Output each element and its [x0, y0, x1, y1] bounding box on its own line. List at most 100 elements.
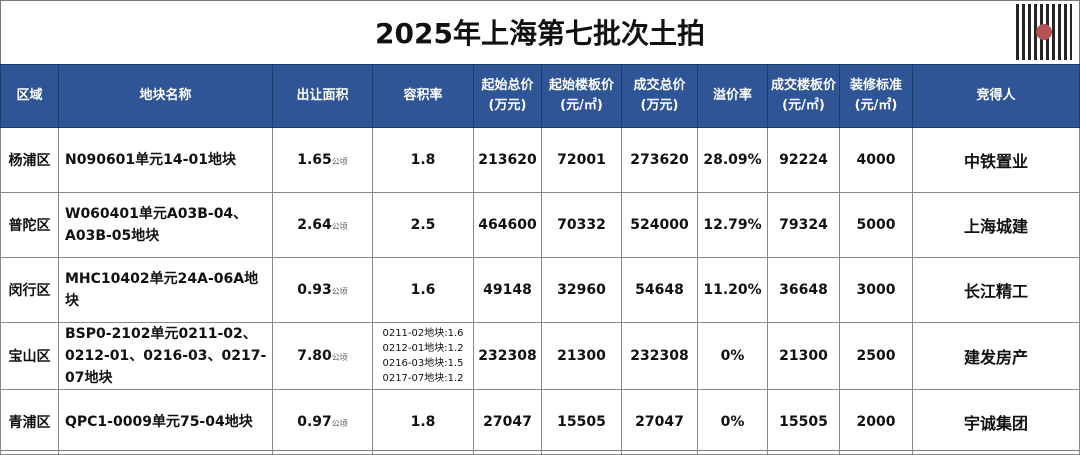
cell-plot-name: MHC10402单元24A-06A地块	[58, 257, 273, 323]
header-deal-floor-price: 成交楼板价 (元/㎡)	[767, 64, 840, 128]
header-premium-rate: 溢价率	[697, 64, 768, 128]
cell-district: 宝山区	[0, 322, 59, 390]
header-area: 出让面积	[272, 64, 373, 128]
area-unit: 公顷	[331, 419, 348, 428]
area-unit: 公顷	[331, 287, 348, 296]
far-value: 1.8	[410, 152, 436, 168]
cell-start-floor-price: 21300	[541, 322, 622, 390]
area-value: 7.80	[297, 348, 332, 364]
area-value: 0.93	[297, 282, 332, 298]
table-row: 普陀区 W060401单元A03B-04、A03B-05地块 2.64公顷 2.5 46…	[0, 192, 1080, 258]
area-value: 1.65	[297, 152, 332, 168]
cell-premium-rate: 0%	[697, 389, 768, 455]
cell-start-floor-price: 70332	[541, 192, 622, 258]
cell-deal-floor-price: 92224	[767, 127, 840, 193]
cell-premium-rate: 28.09%	[697, 127, 768, 193]
cell-deal-total: 54648	[621, 257, 698, 323]
cell-start-total: 232308	[473, 322, 542, 390]
cell-area: 7.80公顷	[272, 322, 373, 390]
far-value: 0216-03地块:1.5	[382, 358, 464, 369]
cell-deal-total: 524000	[621, 192, 698, 258]
header-deal-total: 成交总价 (万元)	[621, 64, 698, 128]
far-value: 0212-01地块:1.2	[382, 343, 464, 354]
cell-decoration-standard: 3000	[839, 257, 913, 323]
header-label: 容积率	[403, 88, 443, 103]
cell-winner: 宇诚集团	[912, 389, 1080, 455]
cell-decoration-standard: 4000	[839, 127, 913, 193]
header-label: 出让面积	[296, 88, 349, 103]
qr-code-icon	[1016, 4, 1072, 60]
cell-premium-rate: 12.79%	[697, 192, 768, 258]
cell-start-floor-price: 15505	[541, 389, 622, 455]
header-winner: 竞得人	[912, 64, 1080, 128]
header-label: 起始总价	[481, 78, 534, 93]
cell-deal-floor-price: 15505	[767, 389, 840, 455]
header-label: (万元)	[488, 98, 527, 113]
cell-premium-rate: 11.20%	[697, 257, 768, 323]
cell-decoration-standard: 2000	[839, 389, 913, 455]
cell-far: 1.8	[372, 389, 474, 455]
page-title: 2025年上海第七批次土拍	[375, 17, 705, 50]
land-auction-table: 区域 地块名称 出让面积 容积率 起始总价 (万元) 起始楼板价 (元/㎡) 成交总价 (万元) 溢…	[0, 64, 1080, 455]
cell-start-total: 213620	[473, 127, 542, 193]
cell-district: 青浦区	[0, 389, 59, 455]
header-label: 竞得人	[976, 88, 1016, 103]
table-row: 闵行区 MHC10402单元24A-06A地块 0.93公顷 1.6 49148 3296…	[0, 257, 1080, 323]
header-district: 区域	[0, 64, 59, 128]
cell-plot-name: W060401单元A03B-04、A03B-05地块	[58, 192, 273, 258]
cell-start-total: 27047	[473, 389, 542, 455]
cell-deal-total: 232308	[621, 322, 698, 390]
header-label: 成交楼板价	[770, 78, 836, 93]
cell-deal-floor-price: 79324	[767, 192, 840, 258]
cell-far: 1.8	[372, 127, 474, 193]
area-value: 0.97	[297, 414, 332, 430]
area-unit: 公顷	[331, 353, 348, 362]
header-label: (万元)	[640, 98, 679, 113]
header-far: 容积率	[372, 64, 474, 128]
cell-decoration-standard: 2500	[839, 322, 913, 390]
cell-area: 0.97公顷	[272, 389, 373, 455]
far-value: 1.6	[410, 282, 436, 298]
cell-start-total: 49148	[473, 257, 542, 323]
header-plot-name: 地块名称	[58, 64, 273, 128]
far-value: 2.5	[410, 217, 436, 233]
table-row: 青浦区 QPC1-0009单元75-04地块 0.97公顷 1.8 27047 15505…	[0, 389, 1080, 455]
header-decoration-standard: 装修标准 (元/㎡)	[839, 64, 913, 128]
cell-district: 杨浦区	[0, 127, 59, 193]
header-label: 成交总价	[633, 78, 686, 93]
header-label: (元/㎡)	[782, 98, 825, 113]
cell-plot-name: QPC1-0009单元75-04地块	[58, 389, 273, 455]
cell-start-floor-price: 72001	[541, 127, 622, 193]
table-row: 杨浦区 N090601单元14-01地块 1.65公顷 1.8 213620 72001 2…	[0, 127, 1080, 193]
cell-plot-name: BSP0-2102单元0211-02、0212-01、0216-03、0217-…	[58, 322, 273, 390]
header-label: 地块名称	[139, 88, 192, 103]
cell-winner: 建发房产	[912, 322, 1080, 390]
cell-plot-name: N090601单元14-01地块	[58, 127, 273, 193]
cell-deal-total: 27047	[621, 389, 698, 455]
cell-far: 0211-02地块:1.6 0212-01地块:1.2 0216-03地块:1.5 0…	[372, 322, 474, 390]
cell-district: 普陀区	[0, 192, 59, 258]
table-row: 宝山区 BSP0-2102单元0211-02、0212-01、0216-03、02…	[0, 322, 1080, 390]
header-label: (元/㎡)	[560, 98, 603, 113]
cell-deal-total: 273620	[621, 127, 698, 193]
cell-area: 0.93公顷	[272, 257, 373, 323]
header-label: 起始楼板价	[548, 78, 614, 93]
cell-district: 闵行区	[0, 257, 59, 323]
header-label: 溢价率	[712, 88, 752, 103]
cell-start-total: 464600	[473, 192, 542, 258]
cell-winner: 上海城建	[912, 192, 1080, 258]
cell-deal-floor-price: 21300	[767, 322, 840, 390]
cell-area: 1.65公顷	[272, 127, 373, 193]
far-value: 0217-07地块:1.2	[382, 373, 464, 384]
cell-deal-floor-price: 36648	[767, 257, 840, 323]
cell-winner: 中铁置业	[912, 127, 1080, 193]
cell-winner: 长江精工	[912, 257, 1080, 323]
header-label: 区域	[16, 88, 43, 103]
area-value: 2.64	[297, 217, 332, 233]
header-label: (元/㎡)	[854, 98, 898, 113]
cell-area: 2.64公顷	[272, 192, 373, 258]
cell-start-floor-price: 32960	[541, 257, 622, 323]
far-value: 0211-02地块:1.6	[382, 328, 464, 339]
header-start-floor-price: 起始楼板价 (元/㎡)	[541, 64, 622, 128]
cell-far: 2.5	[372, 192, 474, 258]
